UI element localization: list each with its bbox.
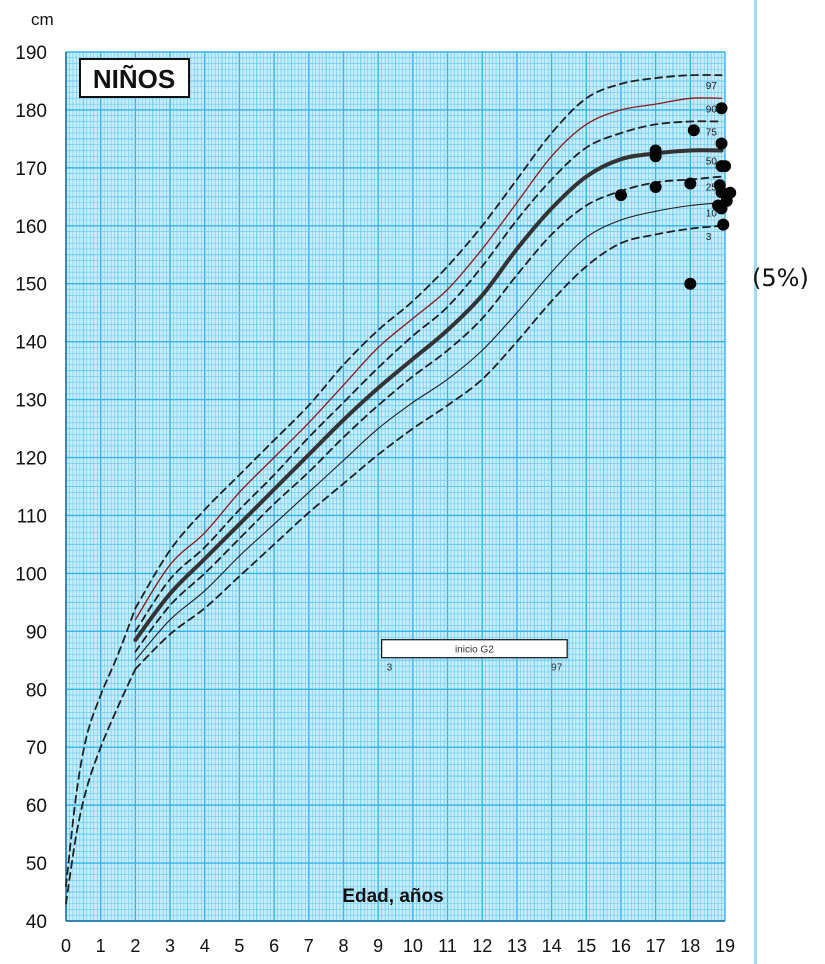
chart-grid: [65, 51, 726, 922]
data-point: [715, 102, 728, 115]
percentile-label-25: 25: [706, 183, 718, 194]
side-panel: [752, 0, 825, 964]
x-tick-label: 10: [403, 936, 423, 956]
x-tick-label: 1: [96, 936, 106, 956]
x-tick-label: 11: [438, 936, 457, 956]
y-tick-label: 190: [15, 43, 47, 64]
x-tick-label: 18: [680, 936, 700, 956]
y-tick-label: 170: [15, 159, 47, 180]
data-point: [614, 189, 627, 202]
chart-title: NIÑOS: [93, 64, 175, 94]
x-axis-label: Edad, años: [342, 886, 443, 907]
x-tick-label: 8: [338, 936, 348, 956]
data-point: [715, 137, 728, 150]
y-tick-label: 90: [26, 622, 47, 643]
x-tick-label: 5: [234, 936, 244, 956]
percentile-label-3: 3: [706, 232, 712, 243]
percentile-label-50: 50: [706, 156, 718, 167]
chart-annotations: NIÑOS inicio G2 3 97: [79, 58, 568, 674]
percentile-label-97: 97: [706, 81, 718, 92]
x-tick-label: 0: [61, 936, 71, 956]
percentile-line-75: [134, 120, 723, 633]
side-divider: [754, 0, 757, 964]
data-point: [684, 177, 697, 190]
x-tick-label: 2: [130, 936, 140, 956]
y-axis-unit-label: cm: [31, 10, 54, 29]
x-tick-label: 14: [542, 936, 562, 956]
chart-axes: 4050607080901001101201301401501601701801…: [15, 10, 735, 956]
data-point: [719, 160, 731, 173]
chart-series: 97 90 75 50 25 10 3: [65, 74, 724, 905]
x-tick-label: 9: [373, 936, 383, 956]
data-point: [684, 277, 697, 290]
data-point: [649, 150, 662, 163]
data-point: [649, 180, 662, 193]
x-tick-label: 6: [269, 936, 279, 956]
side-percentage-label: (5%): [752, 264, 809, 292]
y-tick-label: 120: [15, 449, 47, 470]
percentile-label-10: 10: [706, 209, 718, 220]
y-tick-label: 70: [26, 738, 47, 759]
percentile-line-90: [134, 97, 723, 621]
y-tick-label: 110: [17, 506, 47, 527]
percentile-label-90: 90: [706, 104, 718, 115]
percentile-line-50: [133, 148, 724, 642]
y-tick-label: 100: [15, 564, 47, 585]
g2-range-start-label: 3: [387, 663, 393, 674]
percentile-line-infant-upper: [65, 607, 137, 888]
chart-points: [614, 102, 737, 290]
x-tick-label: 16: [611, 936, 631, 956]
y-tick-label: 130: [15, 391, 47, 412]
x-tick-label: 13: [507, 936, 527, 956]
x-tick-label: 3: [165, 936, 175, 956]
percentile-label-75: 75: [706, 128, 718, 139]
data-point: [717, 218, 730, 231]
x-tick-label: 12: [472, 936, 492, 956]
growth-chart: 4050607080901001101201301401501601701801…: [15, 10, 737, 956]
y-tick-label: 140: [15, 333, 47, 354]
data-point: [687, 124, 700, 137]
data-point: [720, 194, 733, 207]
y-tick-label: 40: [26, 912, 47, 933]
x-tick-label: 15: [576, 936, 596, 956]
g2-range-end-label: 97: [551, 663, 563, 674]
y-tick-label: 160: [15, 217, 47, 238]
y-tick-label: 80: [26, 680, 47, 701]
g2-range-label: inicio G2: [455, 645, 494, 656]
percentile-line-infant-lower: [65, 668, 137, 905]
y-tick-label: 150: [15, 275, 47, 296]
y-tick-label: 60: [26, 796, 47, 817]
data-point: [715, 186, 728, 199]
percentile-line-10: [134, 202, 723, 661]
percentile-line-3: [134, 224, 723, 670]
title-box: [79, 58, 190, 98]
x-tick-label: 19: [715, 936, 735, 956]
percentile-line-97: [134, 74, 723, 610]
x-tick-label: 7: [304, 936, 314, 956]
y-tick-label: 180: [15, 101, 47, 122]
x-tick-label: 4: [200, 936, 210, 956]
x-tick-label: 17: [646, 936, 666, 956]
y-tick-label: 50: [26, 854, 47, 875]
g2-range-box: [381, 639, 568, 659]
